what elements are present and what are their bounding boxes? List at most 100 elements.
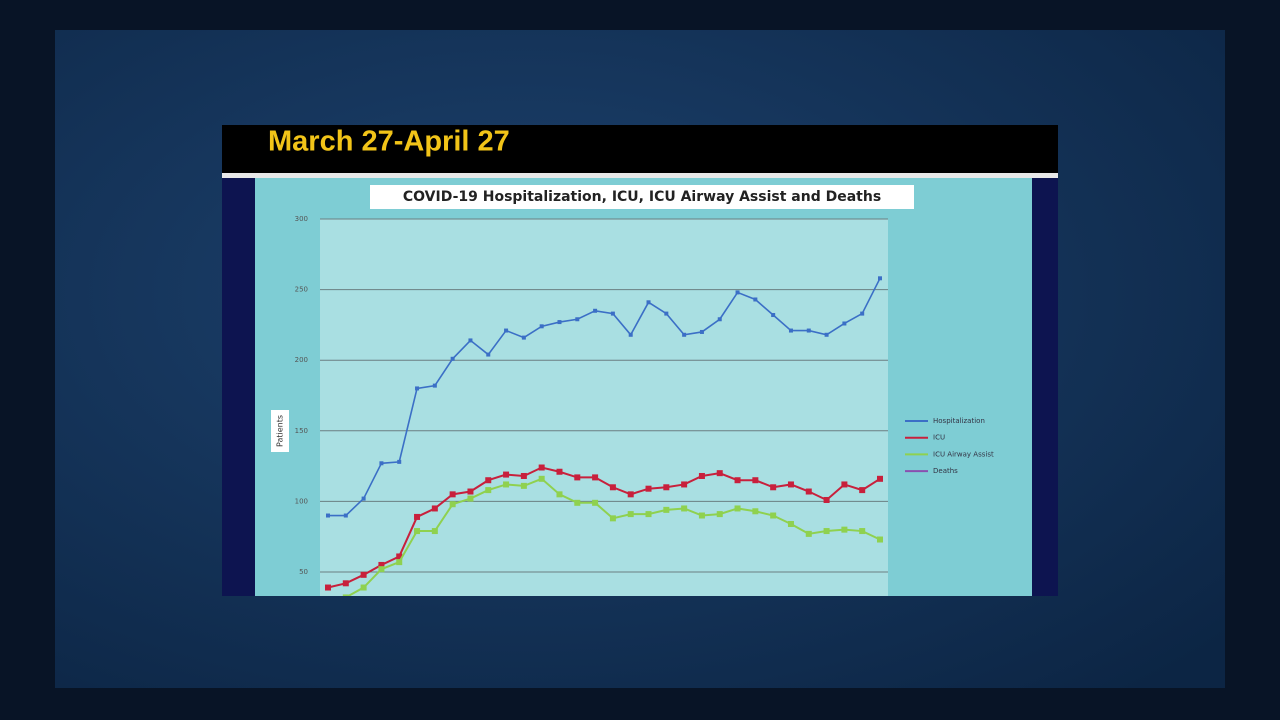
series-point: [771, 313, 776, 318]
y-tick-label: 150: [295, 427, 308, 435]
series-point: [860, 311, 865, 316]
series-point: [628, 332, 633, 337]
series-point: [520, 482, 527, 489]
series-point: [343, 513, 348, 518]
series-point: [538, 475, 545, 482]
series-point: [663, 484, 670, 491]
series-point: [467, 488, 474, 495]
series-point: [716, 511, 723, 518]
series-point: [664, 311, 669, 316]
series-point: [592, 499, 599, 506]
y-label-box: [271, 410, 289, 452]
series-point: [557, 320, 562, 325]
series-point: [609, 484, 616, 491]
series-point: [645, 511, 652, 518]
series-point: [593, 308, 598, 313]
series-point: [824, 332, 829, 337]
series-point: [431, 528, 438, 535]
series-point: [396, 559, 403, 566]
series-point: [361, 496, 366, 501]
series-point: [326, 513, 330, 518]
series-point: [627, 511, 634, 518]
title-box: [370, 185, 914, 209]
legend-label: ICU Airway Assist: [933, 450, 994, 458]
y-tick-label: 100: [295, 497, 308, 505]
series-point: [823, 528, 830, 535]
series-point: [681, 505, 688, 512]
y-tick-label: 200: [295, 356, 308, 364]
series-point: [449, 491, 456, 498]
series-point: [878, 276, 882, 281]
series-point: [379, 461, 384, 466]
series-point: [574, 499, 581, 506]
series-point: [467, 495, 474, 502]
series-point: [485, 477, 492, 484]
chart-title: COVID-19 Hospitalization, ICU, ICU Airwa…: [403, 189, 881, 205]
series-point: [521, 335, 526, 340]
series-point: [734, 505, 741, 512]
plot-area: [320, 219, 888, 596]
series-point: [609, 515, 616, 522]
series-point: [841, 481, 848, 488]
series-point: [556, 468, 563, 475]
series-point: [378, 566, 385, 573]
series-point: [592, 474, 599, 481]
series-point: [378, 561, 385, 568]
series-point: [770, 512, 777, 519]
series-point: [397, 459, 402, 464]
series-point: [823, 496, 830, 503]
series-point: [539, 324, 544, 329]
series-point: [681, 481, 688, 488]
series-point: [752, 477, 759, 484]
series-point: [360, 584, 367, 591]
series-point: [504, 328, 509, 333]
series-point: [663, 506, 670, 513]
y-tick-label: 300: [295, 215, 308, 223]
series-point: [325, 584, 331, 591]
series-point: [842, 321, 847, 326]
series-point: [716, 470, 723, 477]
legend-label: Hospitalization: [933, 417, 985, 425]
plot: 50 100 150 200 250 300: [295, 215, 888, 596]
series-point: [610, 311, 615, 316]
series-point: [486, 352, 491, 357]
series-point: [734, 477, 741, 484]
series-point: [342, 594, 349, 596]
series-point: [698, 512, 705, 519]
series-point: [485, 487, 492, 494]
y-tick-label: 250: [295, 286, 308, 294]
series-point: [877, 475, 883, 482]
series-point: [646, 300, 651, 305]
series-point: [770, 484, 777, 491]
legend-label: Deaths: [933, 467, 958, 475]
series-point: [682, 332, 687, 337]
series-point: [645, 485, 652, 492]
divider: [222, 173, 1058, 178]
series-point: [627, 491, 634, 498]
series-point: [431, 505, 438, 512]
series-point: [859, 487, 866, 494]
series-point: [787, 520, 794, 527]
series-point: [503, 471, 510, 478]
series-point: [342, 580, 349, 587]
series-point: [575, 317, 580, 322]
series-point: [753, 297, 758, 302]
legend-label: ICU: [933, 434, 945, 442]
series-point: [556, 491, 563, 498]
series-point: [520, 472, 527, 479]
series-point: [698, 472, 705, 479]
series-point: [538, 464, 545, 471]
series-line: [328, 277, 881, 517]
series-point: [805, 530, 812, 537]
series-point: [503, 481, 510, 488]
series-point: [735, 290, 740, 295]
series-point: [806, 328, 811, 333]
slide-title: March 27-April 27: [268, 126, 510, 158]
series-point: [859, 528, 866, 535]
series-point: [432, 383, 437, 388]
series-point: [717, 317, 722, 322]
series-point: [574, 474, 581, 481]
series-point: [414, 513, 421, 520]
